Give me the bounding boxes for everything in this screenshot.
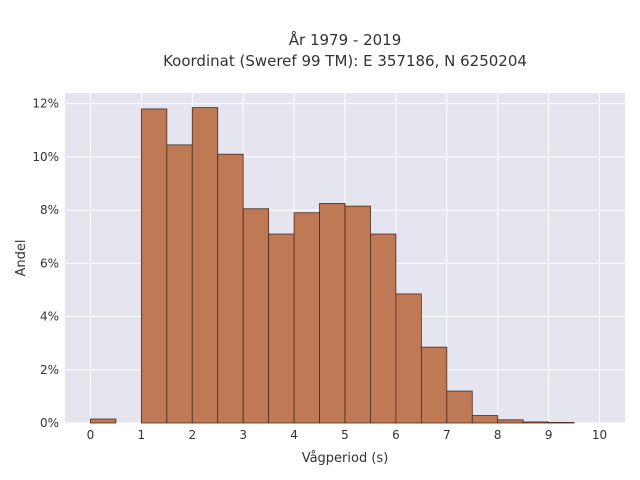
histogram-bar	[522, 421, 550, 424]
histogram-bar	[268, 233, 295, 424]
x-tick-label: 7	[443, 428, 451, 442]
x-tick-label: 5	[341, 428, 349, 442]
bars	[90, 107, 575, 424]
y-tick-label: 0%	[40, 416, 59, 430]
histogram-bar	[242, 208, 270, 424]
histogram-bar	[420, 346, 448, 424]
y-tick-label: 12%	[32, 97, 59, 111]
histogram-bar	[344, 205, 371, 424]
y-tick-label: 4%	[40, 310, 59, 324]
x-tick-label: 3	[239, 428, 247, 442]
histogram-bar	[191, 107, 219, 424]
y-tick-label: 8%	[40, 203, 59, 217]
histogram-bar	[370, 233, 397, 424]
x-tick-label: 10	[592, 428, 607, 442]
x-axis-ticks: 0 1 2 3 4 5 6 7 8 9 10	[87, 428, 608, 442]
histogram-bar	[497, 419, 524, 424]
y-tick-label: 10%	[32, 150, 59, 164]
y-tick-label: 2%	[40, 363, 59, 377]
y-axis-label: Andel	[14, 240, 29, 277]
x-tick-label: 2	[188, 428, 196, 442]
x-tick-label: 6	[392, 428, 400, 442]
x-tick-label: 4	[290, 428, 298, 442]
histogram-bar	[471, 415, 499, 424]
histogram-bar	[319, 203, 346, 424]
x-tick-label: 0	[87, 428, 95, 442]
histogram-bar	[395, 293, 422, 424]
x-tick-label: 1	[138, 428, 146, 442]
x-axis-label: Vågperiod (s)	[302, 451, 389, 466]
histogram-bar	[446, 390, 473, 424]
histogram-bar	[293, 212, 320, 424]
histogram-bar	[166, 144, 193, 424]
histogram-bar	[90, 418, 117, 424]
x-tick-label: 8	[494, 428, 502, 442]
y-axis-ticks: 0% 2% 4% 6% 8% 10% 12%	[32, 97, 59, 430]
y-tick-label: 6%	[40, 256, 59, 270]
chart-title-line2: Koordinat (Sweref 99 TM): E 357186, N 62…	[163, 52, 527, 70]
x-tick-label: 9	[545, 428, 553, 442]
histogram-bar	[140, 108, 168, 424]
histogram-bar	[217, 153, 244, 424]
histogram-bar	[548, 422, 575, 424]
chart-title-line1: År 1979 - 2019	[289, 30, 402, 49]
